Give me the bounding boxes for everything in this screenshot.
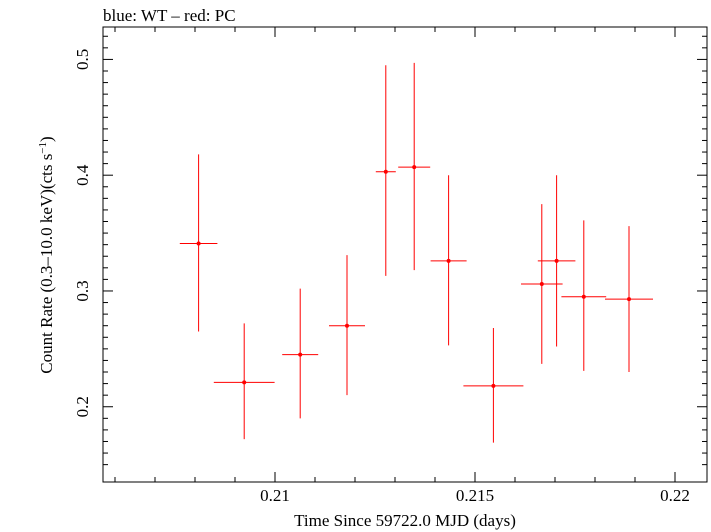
data-point: [521, 204, 563, 364]
point-marker: [345, 323, 349, 328]
x-tick-label: 0.21: [260, 486, 290, 505]
data-point: [329, 255, 365, 396]
plot-frame: [102, 26, 708, 483]
data-point: [398, 62, 431, 271]
axes: 0.21 0.215 0.22 0.2 0.3 0.4 0.5: [73, 27, 707, 505]
data-points: [179, 62, 653, 443]
x-tick-label: 0.215: [456, 486, 494, 505]
data-point: [463, 328, 524, 443]
y-axis-label: Count Rate (0.3–10.0 keV)(cts s−1): [37, 136, 56, 373]
y-tick-label: 0.3: [73, 280, 92, 301]
y-tick-label: 0.5: [73, 49, 92, 70]
point-marker: [298, 352, 303, 357]
y-tick-label: 0.2: [73, 396, 92, 417]
point-marker: [554, 258, 559, 263]
point-marker: [581, 294, 586, 299]
data-point: [179, 154, 218, 332]
x-tick-label: 0.22: [660, 486, 690, 505]
data-point: [282, 288, 319, 419]
chart-caption: blue: WT – red: PC: [103, 6, 236, 25]
x-axis-label: Time Since 59722.0 MJD (days): [294, 511, 516, 530]
data-point: [213, 323, 275, 440]
point-marker: [446, 258, 451, 263]
point-marker: [627, 297, 631, 302]
point-marker: [412, 165, 417, 170]
point-marker: [539, 282, 544, 287]
data-point: [375, 65, 396, 276]
point-marker: [383, 169, 388, 174]
data-point: [605, 226, 653, 373]
data-point: [430, 175, 467, 346]
data-point: [537, 175, 576, 347]
point-marker: [491, 383, 496, 388]
y-tick-label: 0.4: [73, 164, 92, 186]
data-point: [561, 220, 607, 371]
point-marker: [196, 241, 201, 246]
point-marker: [242, 380, 247, 385]
